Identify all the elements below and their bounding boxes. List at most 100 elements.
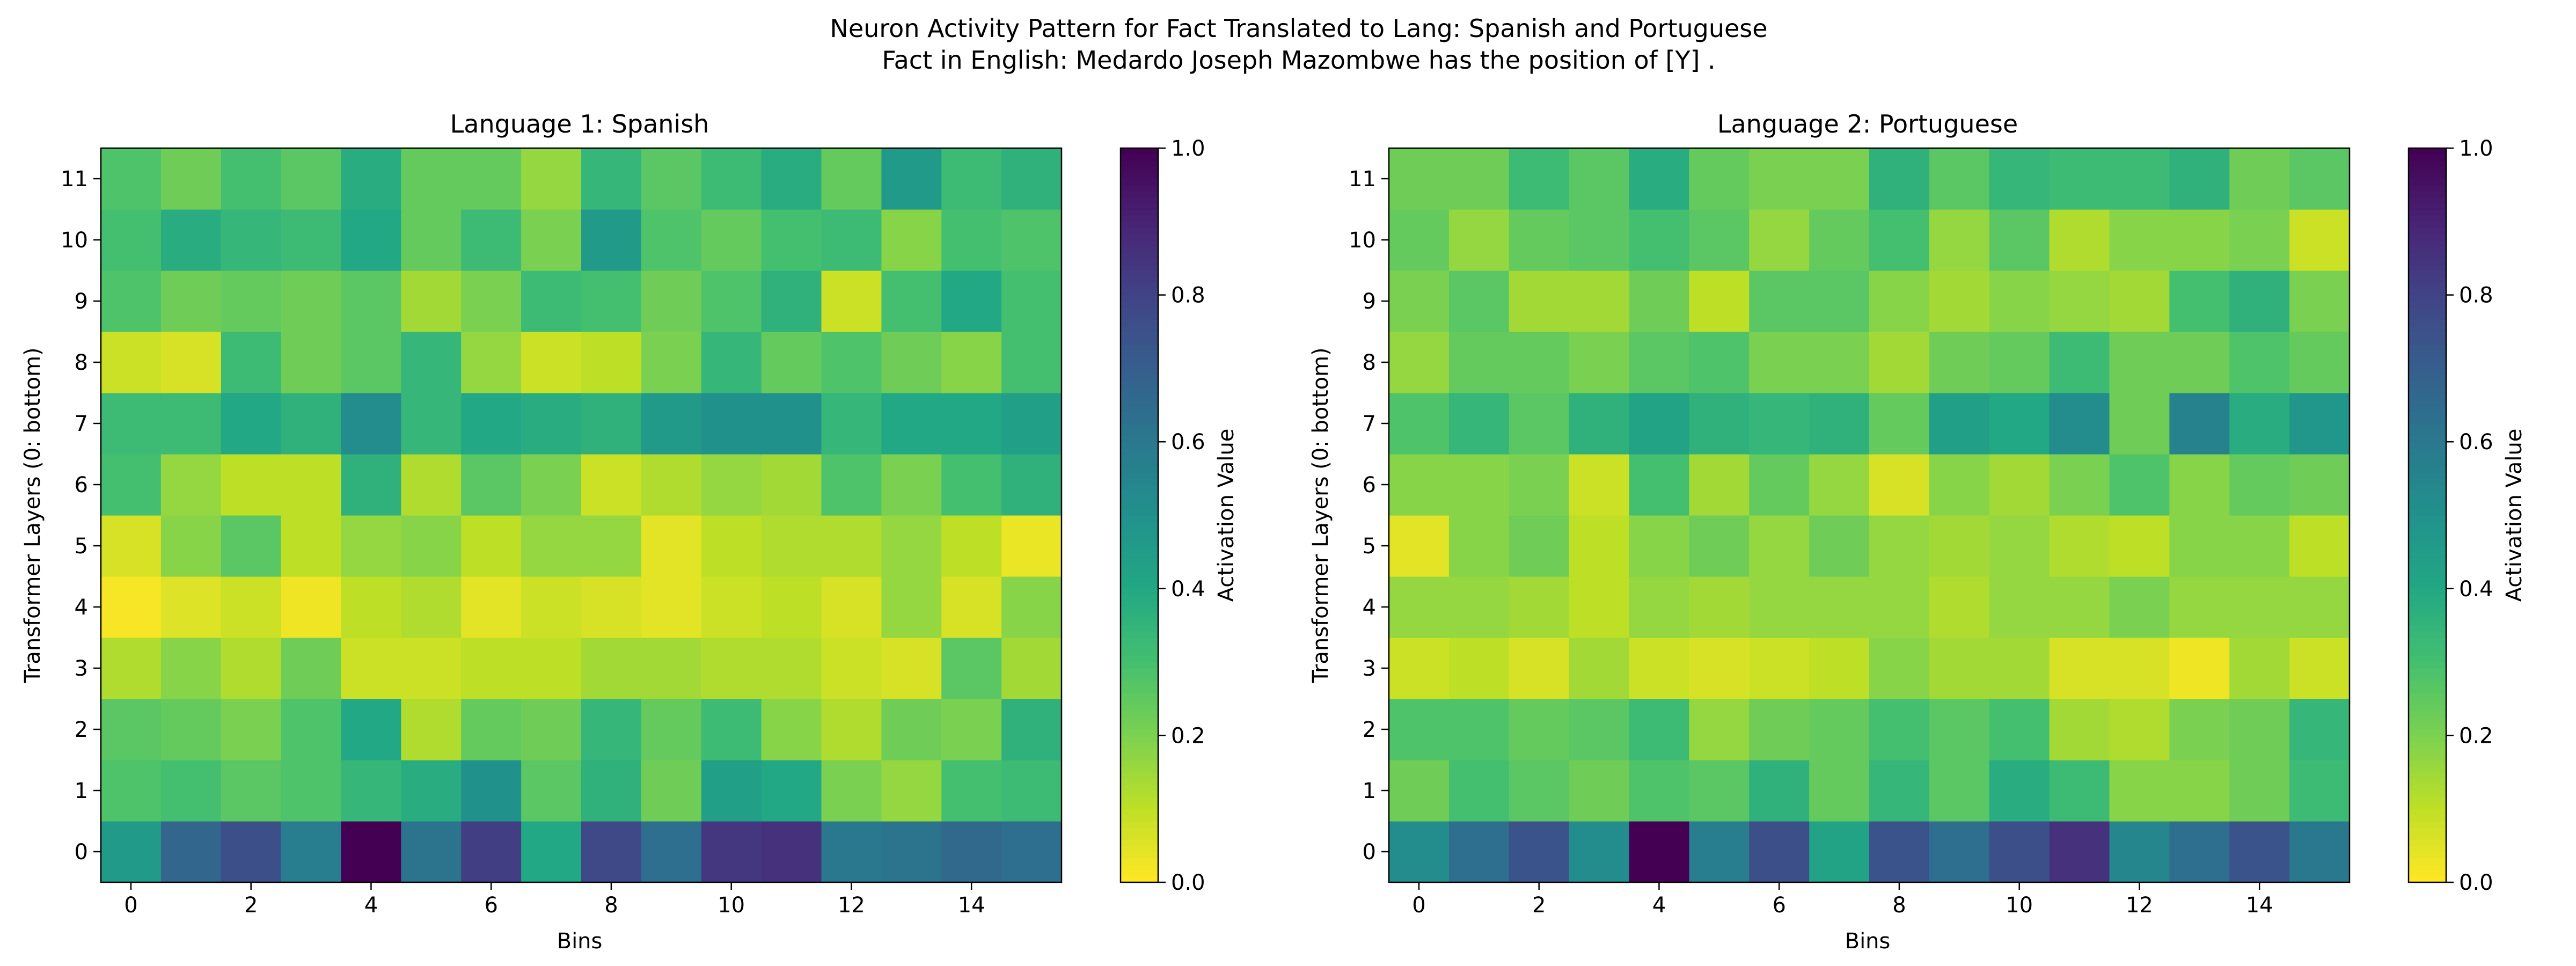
heatmap-cell [2229, 638, 2290, 699]
heatmap-cell [2169, 638, 2230, 699]
colorbar-segment [2409, 558, 2446, 565]
heatmap-cell [160, 270, 222, 332]
heatmap-cell [881, 209, 942, 271]
heatmap-cell [101, 699, 162, 760]
heatmap-cell [581, 760, 642, 822]
heatmap-cell [641, 699, 702, 760]
heatmap-cell [941, 699, 1002, 760]
colorbar-segment [1121, 858, 1158, 865]
heatmap-cell [2049, 515, 2110, 577]
heatmap-cell [521, 270, 582, 332]
heatmap-cell [1569, 821, 1630, 883]
heatmap-cell [1569, 270, 1630, 332]
heatmap-cell [2229, 148, 2290, 210]
colorbar-segment [2409, 564, 2446, 571]
colorbar-segment [2409, 546, 2446, 553]
heatmap-cell [401, 454, 462, 516]
heatmap-cell [1689, 393, 1750, 455]
colorbar-frame [2407, 147, 2447, 883]
heatmap-cell [701, 821, 762, 883]
heatmap-cell [1749, 821, 1810, 883]
colorbar-segment [2409, 515, 2446, 522]
heatmap-cell [1001, 760, 1062, 822]
colorbar-segment [1121, 870, 1158, 877]
heatmap-cell [1389, 760, 1450, 822]
heatmap-cell [221, 576, 282, 638]
heatmap-cell [821, 638, 882, 699]
heatmap-cell [1509, 576, 1570, 638]
heatmap-cell [821, 209, 882, 271]
heatmap-cell [401, 638, 462, 699]
heatmap-cell [1001, 209, 1062, 271]
heatmap-cell [1001, 821, 1062, 883]
colorbar-segment [1121, 668, 1158, 675]
colorbar-segment [1121, 753, 1158, 760]
colorbar-segment [1121, 338, 1158, 345]
x-tick-label: 6 [484, 893, 497, 918]
heatmap-cell [1929, 209, 1990, 271]
y-tick-label: 4 [1363, 595, 1376, 620]
heatmap-cell [461, 148, 522, 210]
colorbar-segment [1121, 601, 1158, 608]
colorbar-segment [2409, 270, 2446, 277]
heatmap-cell [2289, 576, 2350, 638]
heatmap-cell [461, 515, 522, 577]
colorbar-segment [2409, 209, 2446, 216]
colorbar-segment [2409, 815, 2446, 822]
colorbar-segment [1121, 466, 1158, 473]
colorbar-segment [1121, 699, 1158, 706]
colorbar-segment [2409, 858, 2446, 865]
heatmap-cell [2049, 454, 2110, 516]
colorbar-segment [2409, 527, 2446, 534]
heatmap-cell [2109, 393, 2170, 455]
heatmap-cell [1749, 638, 1810, 699]
heatmap-cell [160, 821, 222, 883]
colorbar-segment [2409, 649, 2446, 656]
heatmap-cell [1509, 821, 1570, 883]
colorbar-segment [1121, 539, 1158, 546]
heatmap-cell [1869, 454, 1930, 516]
heatmap-cell [1749, 454, 1810, 516]
colorbar-segment [1121, 166, 1158, 173]
heatmap-cell [1569, 760, 1630, 822]
heatmap-cell [2289, 515, 2350, 577]
heatmap-cell [1389, 209, 1450, 271]
colorbar-segment [1121, 301, 1158, 308]
heatmap-cell [521, 393, 582, 455]
heatmap-cell [1629, 760, 1689, 822]
heatmap-cell [2109, 821, 2170, 883]
colorbar-segment [2409, 845, 2446, 852]
heatmap-cell [1389, 393, 1450, 455]
heatmap-cell [1689, 332, 1750, 393]
heatmap-cell [1989, 332, 2050, 393]
heatmap-cell [1749, 576, 1810, 638]
heatmap-cell [101, 332, 162, 393]
heatmap-cell [641, 332, 702, 393]
heatmap-cell [101, 576, 162, 638]
colorbar-segment [1121, 380, 1158, 387]
heatmap-cell [401, 699, 462, 760]
heatmap-cell [1448, 454, 1510, 516]
plot-frame [100, 147, 1063, 883]
colorbar-segment [2409, 503, 2446, 510]
heatmap-cell [160, 699, 222, 760]
colorbar-segment [2409, 356, 2446, 363]
heatmap-cell [761, 576, 822, 638]
heatmap-cell [1569, 638, 1630, 699]
colorbar-segment [1121, 503, 1158, 510]
colorbar-segment [1121, 839, 1158, 846]
heatmap-cell [881, 148, 942, 210]
heatmap-cell [341, 454, 401, 516]
colorbar-segment [2409, 350, 2446, 357]
colorbar-segment [2409, 741, 2446, 748]
colorbar-segment [1121, 778, 1158, 785]
colorbar-segment [2409, 674, 2446, 681]
heatmap-cell [1389, 454, 1450, 516]
colorbar-segment [2409, 295, 2446, 302]
heatmap-cell [881, 270, 942, 332]
heatmap-cell [281, 576, 342, 638]
colorbar-segment [1121, 845, 1158, 852]
colorbar-segment [1121, 197, 1158, 204]
colorbar-segment [1121, 264, 1158, 271]
heatmap-cell [160, 638, 222, 699]
